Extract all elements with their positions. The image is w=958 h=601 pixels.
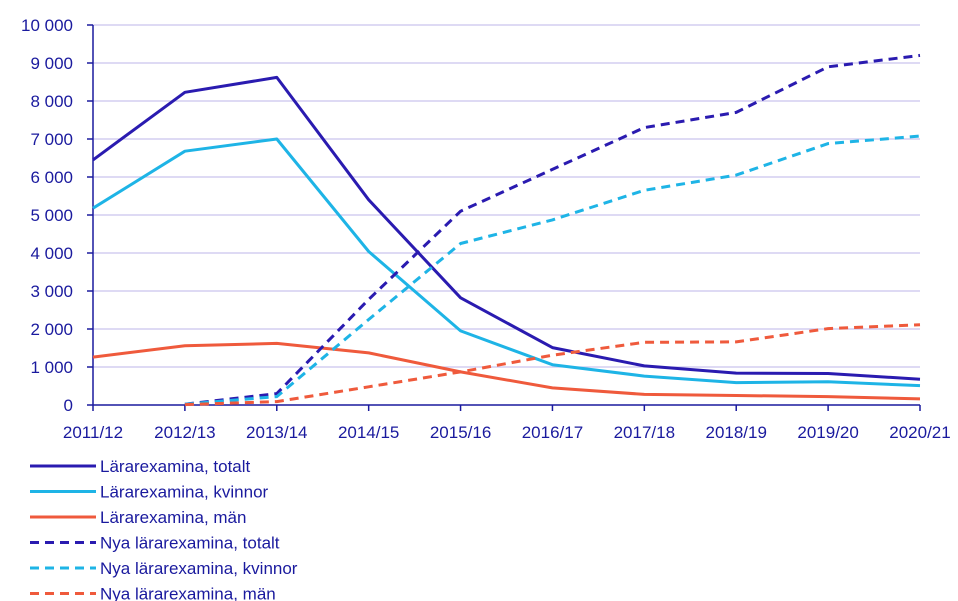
legend-label: Lärarexamina, kvinnor: [100, 483, 269, 502]
y-tick-label: 2 000: [30, 320, 73, 339]
series-line-5: [184, 134, 921, 406]
x-axis-tick-labels: 2011/12 2012/13 2013/14 2014/15 2015/16 2016/…: [63, 423, 951, 442]
y-tick-label: 9 000: [30, 54, 73, 73]
axes: [87, 24, 921, 411]
x-tick-label: 2019/20: [797, 423, 858, 442]
y-tick-label: 7 000: [30, 130, 73, 149]
gridlines: [93, 24, 920, 368]
x-tick-label: 2017/18: [614, 423, 675, 442]
x-tick-label: 2013/14: [246, 423, 307, 442]
y-tick-label: 10 000: [21, 16, 73, 35]
legend-label: Lärarexamina, män: [100, 508, 246, 527]
y-tick-label: 5 000: [30, 206, 73, 225]
x-tick-label: 2011/12: [63, 423, 123, 442]
series-line-2: [92, 137, 921, 388]
x-tick-label: 2020/21: [889, 423, 950, 442]
legend-label: Nya lärarexamina, kvinnor: [100, 559, 298, 578]
y-tick-label: 4 000: [30, 244, 73, 263]
x-tick-label: 2015/16: [430, 423, 491, 442]
series-line-6: [184, 323, 921, 407]
x-tick-label: 2012/13: [154, 423, 215, 442]
y-tick-label: 8 000: [30, 92, 73, 111]
series-line-3: [92, 341, 921, 401]
legend-label: Nya lärarexamina, totalt: [100, 534, 280, 553]
legend-label: Lärarexamina, totalt: [100, 457, 251, 476]
legend-label: Nya lärarexamina, män: [100, 585, 276, 601]
series-line-1: [92, 75, 921, 381]
y-axis-tick-labels: 0 1 000 2 000 3 000 4 000 5 000 6 000 7 000 8 00…: [21, 16, 73, 415]
x-tick-label: 2016/17: [522, 423, 583, 442]
y-tick-label: 0: [64, 396, 73, 415]
y-tick-label: 1 000: [30, 358, 73, 377]
y-tick-label: 6 000: [30, 168, 73, 187]
x-tick-label: 2014/15: [338, 423, 399, 442]
x-tick-label: 2018/19: [705, 423, 766, 442]
legend: Lärarexamina, totalt Lärarexamina, kvinno…: [30, 457, 298, 601]
y-tick-label: 3 000: [30, 282, 73, 301]
series-lines: [92, 53, 921, 407]
series-line-4: [184, 53, 921, 406]
